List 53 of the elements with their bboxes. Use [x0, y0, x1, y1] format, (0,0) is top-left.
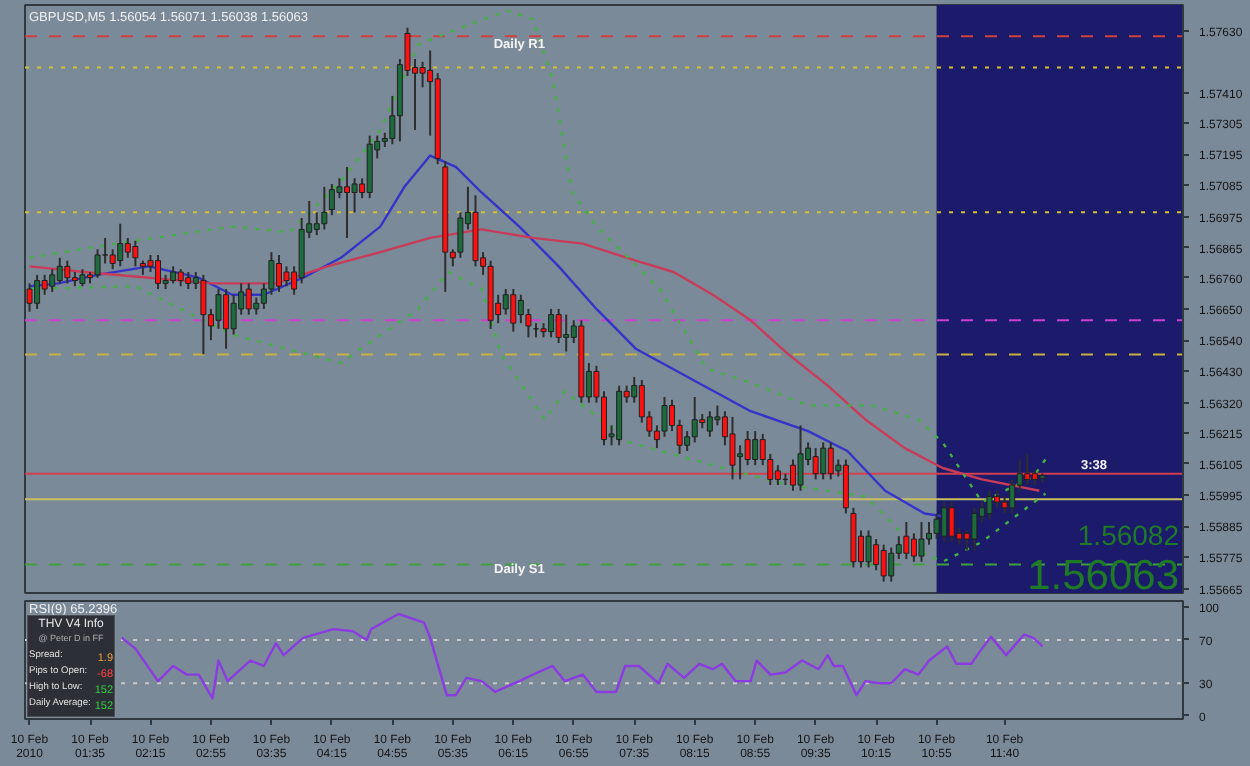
candlestick	[812, 447, 819, 481]
candlestick	[245, 282, 252, 316]
candlestick	[888, 546, 895, 583]
candlestick	[752, 430, 759, 467]
candlestick	[789, 458, 796, 492]
candlestick	[124, 236, 131, 259]
candlestick	[774, 464, 781, 487]
candlestick	[827, 441, 834, 481]
candlestick	[1024, 452, 1031, 487]
candlestick	[842, 458, 849, 515]
candlestick	[328, 182, 335, 217]
candlestick	[26, 282, 33, 313]
candlestick	[729, 415, 736, 481]
candlestick	[918, 520, 925, 563]
candlestick	[344, 165, 350, 239]
candlestick	[986, 489, 993, 521]
candlestick	[820, 441, 827, 481]
candlestick	[510, 288, 517, 333]
candlestick	[275, 253, 282, 293]
candlestick	[548, 307, 555, 339]
candlestick	[283, 265, 290, 288]
annotation: 1.56082	[1077, 519, 1180, 551]
candlestick	[865, 529, 872, 569]
line-series	[120, 612, 1044, 700]
candlestick	[502, 288, 509, 316]
line-series	[28, 9, 1047, 504]
candlestick	[563, 313, 570, 353]
candlestick	[948, 501, 955, 543]
candlestick	[873, 538, 880, 572]
candlestick	[56, 256, 63, 285]
candlestick	[132, 239, 139, 268]
candlestick	[223, 288, 230, 350]
candlestick	[34, 273, 41, 310]
candlestick	[706, 410, 713, 438]
annotation: 1.56063	[1027, 553, 1180, 599]
candlestick	[64, 259, 71, 285]
candlestick	[691, 396, 698, 444]
candlestick	[941, 501, 948, 543]
candlestick	[155, 253, 162, 291]
candlestick	[910, 532, 917, 563]
candlestick	[49, 268, 56, 293]
candlestick	[903, 520, 910, 560]
candlestick	[933, 512, 940, 541]
candlestick	[797, 424, 804, 492]
candlestick	[971, 506, 978, 552]
candlestick	[321, 185, 328, 231]
candlestick	[200, 273, 207, 356]
candlestick	[555, 307, 562, 345]
candlestick	[41, 273, 48, 296]
candlestick	[1009, 478, 1016, 515]
candlestick	[880, 543, 887, 583]
candlestick	[117, 222, 124, 268]
line-series	[28, 270, 1047, 563]
